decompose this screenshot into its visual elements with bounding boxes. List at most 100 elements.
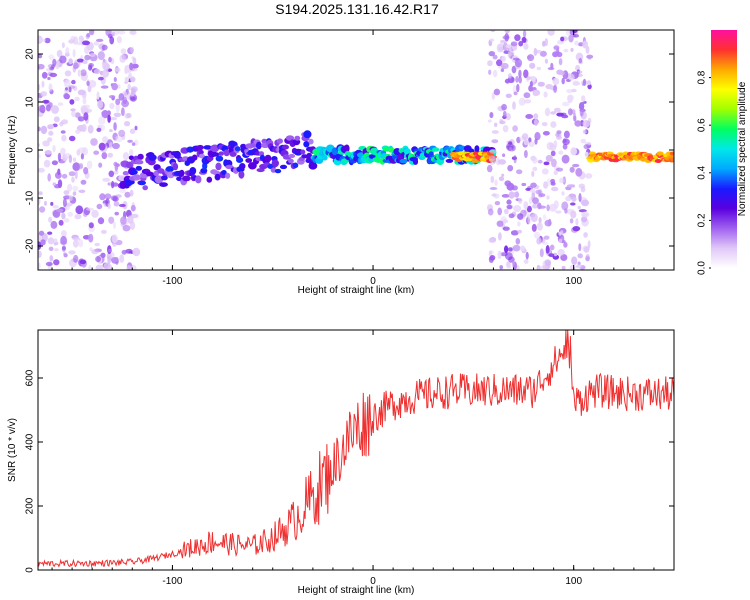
spectrogram-speckle — [129, 149, 134, 157]
spectrogram-speckle — [541, 168, 549, 175]
spectrogram-speckle — [546, 195, 550, 200]
spectrogram-speckle — [508, 213, 515, 219]
spectrogram-speckle — [50, 220, 58, 229]
spectrogram-speckle — [131, 142, 136, 146]
spectrogram-speckle — [83, 167, 89, 175]
spectrogram-speckle — [554, 107, 561, 113]
spectrogram-speckle — [89, 52, 96, 57]
spectrogram-speckle — [82, 97, 87, 105]
spectrogram-speckle — [555, 167, 564, 172]
y-tick-label: -10 — [25, 190, 36, 205]
spectrogram-speckle — [107, 203, 111, 209]
spectrogram-speckle — [80, 105, 88, 114]
x-tick-label: 100 — [565, 576, 582, 587]
spectrogram-speckle — [100, 85, 109, 89]
spectrogram-x-ticks: -100 0 100 — [51, 30, 675, 287]
spectrogram-speckle — [518, 69, 522, 79]
spectrogram-speckle — [529, 80, 534, 87]
spectrogram-speckle — [537, 81, 545, 87]
spectrogram-band-cell — [288, 153, 296, 159]
spectrogram-speckle — [541, 122, 548, 127]
spectrogram-speckle — [568, 108, 573, 116]
spectrogram-speckle — [54, 242, 59, 246]
spectrogram-band-cell — [157, 168, 165, 174]
spectrogram-speckle — [506, 265, 512, 269]
spectrogram-speckle — [543, 161, 550, 166]
spectrogram-speckle — [108, 170, 115, 178]
spectrogram-speckle — [578, 57, 583, 64]
spectrogram-speckle — [109, 102, 115, 110]
spectrogram-speckle — [488, 250, 493, 257]
spectrogram-speckle — [534, 138, 538, 145]
spectrogram-band-cell — [159, 182, 168, 188]
spectrogram-speckle — [531, 170, 535, 177]
spectrogram-speckle — [73, 36, 78, 45]
spectrogram-speckle — [107, 256, 111, 265]
spectrogram-speckle — [52, 58, 57, 67]
spectrogram-speckle — [501, 103, 507, 111]
spectrogram-speckle — [582, 40, 588, 49]
spectrogram-speckle — [502, 219, 509, 224]
spectrogram-speckle — [577, 70, 583, 74]
spectrogram-speckle — [57, 168, 61, 176]
spectrogram-speckle — [81, 124, 87, 132]
spectrogram-speckle — [109, 129, 113, 133]
spectrogram-speckle — [98, 162, 103, 168]
spectrogram-speckle — [496, 43, 505, 53]
spectrogram-speckle — [575, 218, 579, 226]
colorbar-tick-label: 0.6 — [697, 118, 708, 132]
spectrogram-speckle — [40, 239, 46, 246]
spectrogram-speckle — [86, 207, 94, 211]
spectrogram-speckle — [558, 238, 563, 244]
spectrogram-speckle — [513, 205, 522, 212]
x-tick-label: -100 — [162, 576, 182, 587]
spectrogram-speckle — [127, 83, 131, 91]
spectrogram-speckle — [545, 245, 550, 254]
spectrogram-speckle — [62, 198, 67, 208]
spectrogram-speckle — [64, 70, 72, 77]
spectrogram-speckle — [542, 131, 550, 136]
spectrogram-speckle — [89, 30, 95, 36]
spectrogram-speckle — [537, 223, 541, 227]
spectrogram-speckle — [552, 51, 559, 58]
spectrogram-speckle — [119, 189, 126, 194]
spectrogram-speckle — [101, 152, 108, 160]
spectrogram-speckle — [560, 254, 568, 261]
spectrogram-speckle — [38, 126, 41, 132]
spectrogram-speckle — [505, 93, 512, 99]
spectrogram-speckle — [72, 157, 77, 162]
spectrogram-speckle — [549, 203, 557, 212]
spectrogram-speckle — [72, 239, 79, 248]
spectrogram-speckle — [579, 108, 584, 117]
spectrogram-speckle — [48, 246, 54, 251]
spectrogram-band-cell — [239, 163, 246, 170]
spectrogram-speckle — [487, 119, 492, 123]
spectrogram-band-cell — [445, 158, 454, 163]
spectrogram-speckle — [77, 89, 86, 96]
spectrogram-speckle — [57, 179, 63, 189]
spectrogram-speckle — [71, 79, 76, 85]
spectrogram-speckle — [500, 68, 505, 72]
spectrogram-speckle — [489, 38, 495, 42]
spectrogram-speckle — [107, 152, 113, 158]
spectrogram-speckle — [492, 54, 498, 60]
spectrogram-speckle — [571, 196, 577, 202]
spectrogram-speckle — [68, 135, 76, 142]
spectrogram-speckle — [498, 159, 506, 165]
spectrogram-speckle — [492, 69, 498, 78]
spectrogram-speckle — [38, 262, 41, 270]
spectrogram-speckle — [61, 42, 65, 49]
spectrogram-speckle — [494, 122, 498, 128]
spectrogram-speckle — [515, 238, 521, 245]
spectrogram-band-cell — [176, 176, 183, 182]
spectrogram-speckle — [87, 124, 94, 134]
spectrogram-speckle — [553, 84, 558, 94]
spectrogram-speckle — [78, 189, 86, 193]
spectrogram-speckle — [130, 264, 137, 270]
spectrogram-band-cell — [238, 170, 245, 179]
spectrogram-band-cell — [474, 145, 480, 153]
spectrogram-speckle — [84, 54, 91, 61]
spectrogram-speckle — [581, 213, 589, 218]
spectrogram-band-cell — [279, 164, 288, 170]
spectrogram-speckle — [513, 155, 517, 164]
